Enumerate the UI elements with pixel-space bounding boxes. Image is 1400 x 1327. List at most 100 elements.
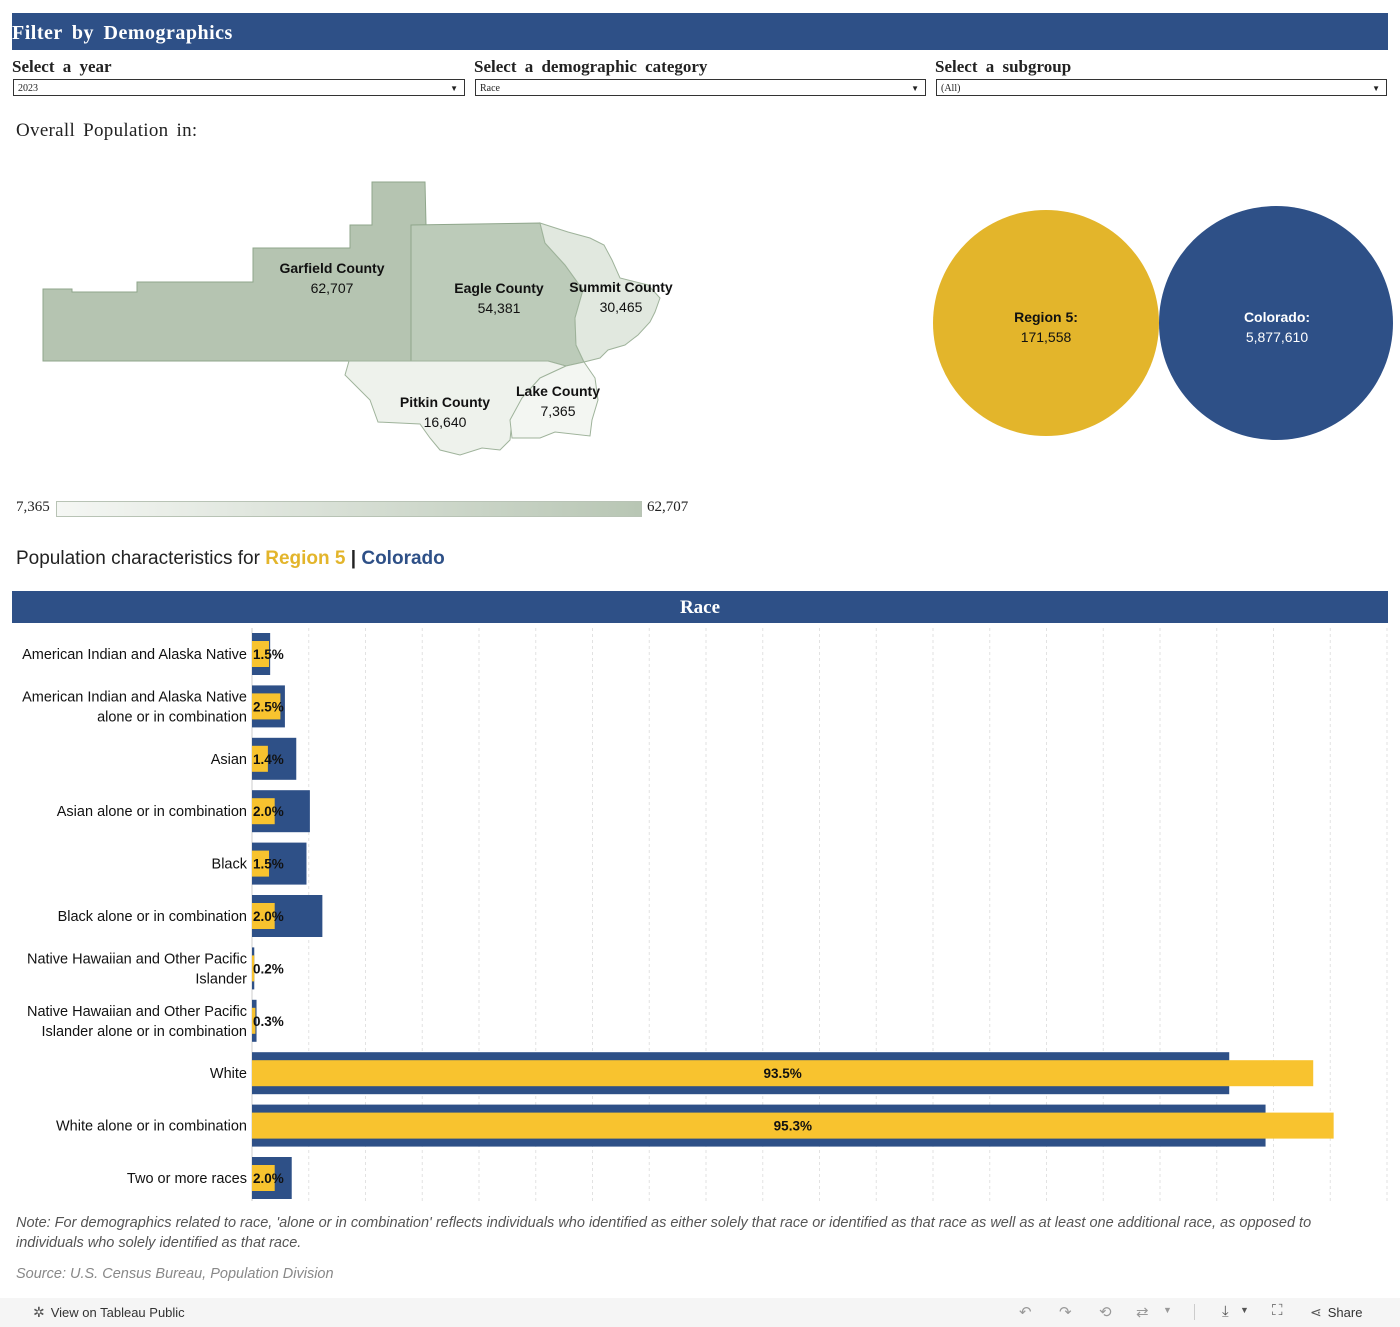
share-button[interactable]: ⋖ Share [1310, 1304, 1362, 1321]
data-label: 2.0% [253, 804, 284, 819]
legend-max-value: 62,707 [647, 499, 689, 515]
year-dropdown-value: 2023 [18, 83, 38, 94]
category-dropdown[interactable]: Race ▼ [475, 79, 926, 96]
tableau-logo-icon: ✲ [33, 1304, 45, 1320]
county-label-lake: Lake County 7,365 [488, 381, 628, 421]
redo-icon[interactable]: ↷ [1059, 1304, 1072, 1321]
county-label-garfield: Garfield County 62,707 [262, 258, 402, 298]
characteristics-separator: | [350, 548, 357, 569]
county-lake[interactable] [509, 361, 599, 439]
category-label: Native Hawaiian and Other Pacific [27, 1004, 247, 1020]
category-label: Asian [211, 752, 247, 768]
subgroup-filter-label: Select a subgroup [935, 57, 1072, 76]
data-label: 0.3% [253, 1014, 284, 1029]
state-bubble[interactable] [1159, 206, 1393, 440]
population-bubbles [933, 206, 1393, 440]
state-bubble-label: Colorado: 5,877,610 [1216, 307, 1338, 347]
category-label: Two or more races [127, 1171, 247, 1187]
undo-icon[interactable]: ↶ [1019, 1304, 1032, 1321]
county-name: Eagle County [454, 280, 544, 296]
bar-region-5[interactable] [252, 903, 275, 929]
bar-region-5[interactable] [252, 798, 275, 825]
chevron-down-icon: ▼ [1372, 84, 1380, 93]
category-label: Asian alone or in combination [57, 804, 247, 820]
data-label: 2.0% [253, 909, 284, 924]
data-label: 0.2% [253, 961, 284, 976]
subgroup-dropdown-value: (All) [941, 83, 961, 94]
tableau-toolbar: ✲ View on Tableau Public ↶ ↷ ⟲ ⇄ ▼ ⤓ ▼ ⛶… [0, 1298, 1400, 1327]
county-label-pitkin: Pitkin County 16,640 [375, 392, 515, 432]
characteristics-heading: Population characteristics for Region 5 … [16, 548, 445, 570]
county-summit[interactable] [539, 222, 661, 363]
data-label: 2.5% [253, 699, 284, 714]
category-label: American Indian and Alaska Native [22, 647, 247, 663]
year-filter-label: Select a year [12, 57, 112, 76]
county-value: 54,381 [477, 300, 521, 316]
bar-region-5[interactable] [252, 693, 281, 720]
county-name: Summit County [569, 279, 673, 295]
data-label: 95.3% [774, 1119, 812, 1134]
toolbar-divider [1194, 1304, 1195, 1320]
chevron-down-icon: ▼ [450, 84, 458, 93]
data-label: 1.5% [253, 647, 284, 662]
bar-region-5[interactable] [252, 850, 270, 877]
region-bubble-label: Region 5: 171,558 [985, 307, 1107, 347]
category-label: Islander alone or in combination [41, 1024, 247, 1040]
share-label: Share [1327, 1305, 1363, 1320]
chevron-down-icon: ▼ [911, 84, 919, 93]
characteristics-region: Region 5 [265, 548, 346, 569]
legend-min-value: 7,365 [16, 499, 50, 515]
data-label: 93.5% [763, 1066, 801, 1081]
dashboard-title-banner: Filter by Demographics [12, 13, 1388, 50]
region-bubble[interactable] [933, 210, 1159, 436]
characteristics-state: Colorado [361, 548, 445, 569]
category-filter-label: Select a demographic category [474, 57, 708, 76]
county-name: Garfield County [279, 260, 385, 276]
data-label: 2.0% [253, 1171, 284, 1186]
category-label: Islander [195, 971, 247, 987]
bar-region-5[interactable] [252, 1007, 256, 1034]
county-value: 16,640 [423, 414, 467, 430]
chart-title-bar: Race [12, 591, 1388, 623]
chart-title: Race [679, 597, 721, 618]
data-label: 1.4% [253, 752, 284, 767]
region-bubble-value: 171,558 [1020, 329, 1072, 345]
category-label: Native Hawaiian and Other Pacific [27, 951, 247, 967]
category-label: White [210, 1066, 247, 1082]
category-label: Black [212, 857, 248, 873]
bar-region-5[interactable] [252, 1112, 1334, 1139]
view-on-tableau-link[interactable]: ✲ View on Tableau Public [33, 1304, 185, 1321]
revert-icon[interactable]: ⟲ [1099, 1304, 1112, 1321]
color-legend-bar [56, 501, 642, 517]
fullscreen-icon[interactable]: ⛶ [1272, 1302, 1283, 1319]
bar-region-5[interactable] [252, 745, 268, 772]
chevron-down-icon[interactable]: ▼ [1240, 1305, 1249, 1315]
bar-region-5[interactable] [252, 955, 255, 982]
bar-region-5[interactable] [252, 1165, 275, 1191]
dashboard-title: Filter by Demographics [12, 22, 233, 44]
race-bar-chart-svg: 1.5% American Indian and Alaska Native 2.5… [22, 628, 1388, 1201]
category-label: White alone or in combination [56, 1119, 247, 1135]
county-value: 30,465 [599, 299, 643, 315]
bar-region-5[interactable] [252, 1060, 1314, 1087]
category-label: Black alone or in combination [58, 909, 247, 925]
county-label-eagle: Eagle County 54,381 [429, 278, 569, 318]
race-bar-chart: 1.5% American Indian and Alaska Native 2.5… [0, 623, 1400, 1208]
category-label: alone or in combination [97, 709, 247, 725]
refresh-icon[interactable]: ⇄ [1136, 1304, 1149, 1321]
county-value: 7,365 [540, 403, 576, 419]
overall-population-title: Overall Population in: [16, 120, 198, 141]
chart-note: Note: For demographics related to race, … [16, 1215, 1312, 1251]
category-label: American Indian and Alaska Native [22, 689, 247, 705]
county-name: Pitkin County [399, 394, 491, 410]
download-icon[interactable]: ⤓ [1222, 1303, 1229, 1320]
chevron-down-icon[interactable]: ▼ [1163, 1305, 1172, 1315]
characteristics-prefix: Population characteristics for [16, 548, 260, 569]
category-dropdown-value: Race [480, 83, 500, 94]
state-bubble-value: 5,877,610 [1245, 329, 1309, 345]
region-bubble-title: Region 5: [1014, 309, 1078, 325]
bar-region-5[interactable] [252, 641, 270, 667]
year-dropdown[interactable]: 2023 ▼ [13, 79, 465, 96]
subgroup-dropdown[interactable]: (All) ▼ [936, 79, 1387, 96]
county-value: 62,707 [310, 280, 354, 296]
